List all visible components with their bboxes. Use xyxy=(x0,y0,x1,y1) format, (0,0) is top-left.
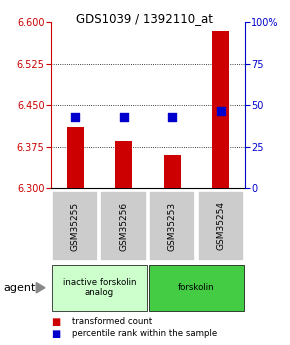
Point xyxy=(121,115,126,120)
Text: ■: ■ xyxy=(51,329,60,339)
Bar xyxy=(212,31,229,188)
Text: GSM35255: GSM35255 xyxy=(70,201,79,250)
Bar xyxy=(164,155,181,188)
Text: agent: agent xyxy=(3,283,35,293)
Bar xyxy=(66,127,84,188)
Text: GSM35256: GSM35256 xyxy=(119,201,128,250)
Text: GSM35254: GSM35254 xyxy=(216,201,225,250)
Text: percentile rank within the sample: percentile rank within the sample xyxy=(72,329,218,338)
Text: inactive forskolin
analog: inactive forskolin analog xyxy=(63,278,136,297)
Text: forskolin: forskolin xyxy=(178,283,215,292)
Text: GSM35253: GSM35253 xyxy=(168,201,177,250)
Point xyxy=(170,115,175,120)
Bar xyxy=(115,141,132,188)
Text: GDS1039 / 1392110_at: GDS1039 / 1392110_at xyxy=(77,12,213,25)
Text: ■: ■ xyxy=(51,317,60,326)
Text: transformed count: transformed count xyxy=(72,317,153,326)
Point xyxy=(73,115,77,120)
Point xyxy=(218,108,223,114)
